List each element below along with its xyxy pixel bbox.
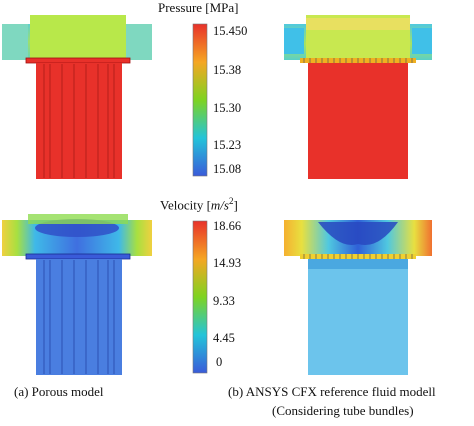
pressure-tick-3: 15.30 [213,101,242,115]
velocity-porous-model [2,214,152,375]
velocity-tick-4: 4.45 [213,331,235,345]
velocity-tick-5: 0 [216,355,223,369]
caption-porous-model: (a) Porous model [14,384,104,399]
pressure-porous-model [2,15,152,179]
pressure-tick-1: 15.450 [213,24,248,38]
pressure-tick-4: 15.23 [213,138,242,152]
pressure-tick-2: 15.38 [213,63,242,77]
pressure-colorbar [192,23,208,177]
velocity-tick-2: 14.93 [213,256,242,270]
pressure-colorbar-title: Pressure [MPa] [158,0,239,15]
pressure-tick-5: 15.08 [213,162,242,176]
velocity-cfx-model [284,220,432,375]
caption-cfx-model-line1: (b) ANSYS CFX reference fluid modell [228,384,436,399]
caption-cfx-model-line2: (Considering tube bundles) [272,403,414,418]
pressure-cfx-model [284,15,432,179]
velocity-tick-1: 18.66 [213,219,242,233]
velocity-colorbar [192,220,208,374]
velocity-colorbar-title: Velocity [m/s2] [160,196,238,213]
velocity-tick-3: 9.33 [213,294,235,308]
